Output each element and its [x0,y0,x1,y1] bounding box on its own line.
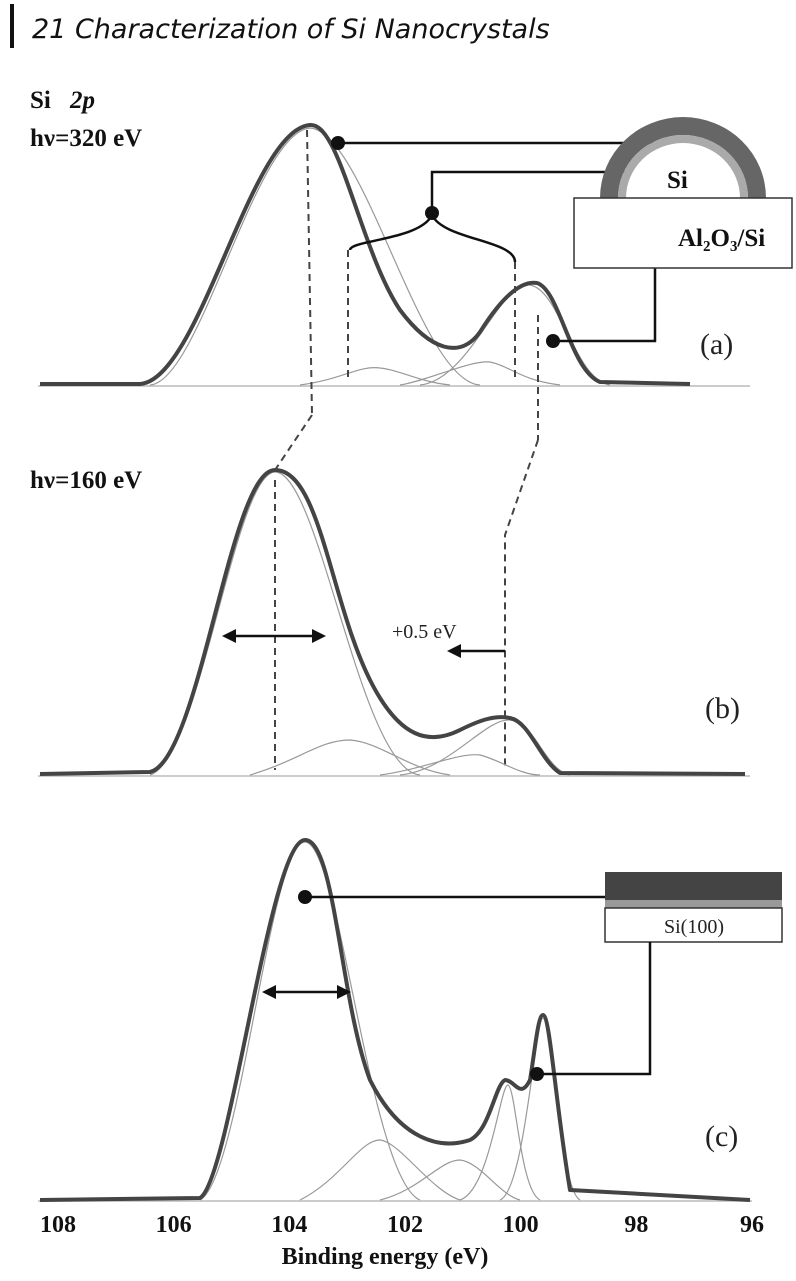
panel-label: (b) [705,692,740,725]
component [299,367,451,386]
component [379,754,541,776]
inset-label: Al₂O₃/Si [678,225,765,252]
panel-label: (c) [705,1120,738,1153]
header-title: 21 Characterization of Si Nanocrystals [32,14,550,45]
x-tick-label: 102 [387,1212,423,1238]
x-tick-label: 98 [624,1212,648,1238]
x-tick-label: 106 [156,1212,192,1238]
header-bar [10,4,14,48]
panel-b: hν=160 eV +0.5 eV (b) [30,414,750,777]
component [149,127,481,386]
peak-marker [306,129,313,416]
spectrum [39,838,751,1202]
photon-energy: hν=320 eV [30,125,142,152]
spectrum [39,468,746,776]
substrate-box [604,907,783,943]
panel-c: Si(100) (c) [38,838,783,1202]
leader [537,942,652,1076]
x-tick-label: 104 [271,1212,307,1238]
x-tick-label: 108 [40,1212,76,1238]
x-tick-label: 100 [503,1212,539,1238]
component [249,739,451,776]
x-axis: 108 106 104 102 100 98 96 [40,1212,764,1238]
spectrum-orbital: 2p [69,87,95,114]
x-axis-title: Binding energy (eV) [282,1244,489,1270]
leader [430,170,625,213]
x-tick-label: 96 [740,1212,764,1238]
layer-interface [605,900,782,908]
layer-oxide [605,872,782,900]
component [299,1139,461,1201]
component [459,1084,541,1201]
shift-label: +0.5 eV [392,621,457,643]
inset-label: Si [667,167,688,194]
shift-line [504,439,539,770]
shell [600,117,766,198]
shift-line [274,414,313,471]
component [399,361,561,386]
panel-a: Si Al₂O₃/Si (a) [38,117,793,440]
spectrum-element: Si [30,87,51,114]
component [399,719,571,776]
spectrum [40,123,691,386]
arrow-head [447,644,461,658]
panel-label: (a) [700,328,733,361]
component [379,1159,521,1201]
inset-label: Si(100) [664,916,724,938]
photon-energy: hν=160 eV [30,467,142,494]
shell-inner [618,135,748,198]
component [149,471,421,776]
substrate-box [573,197,793,269]
